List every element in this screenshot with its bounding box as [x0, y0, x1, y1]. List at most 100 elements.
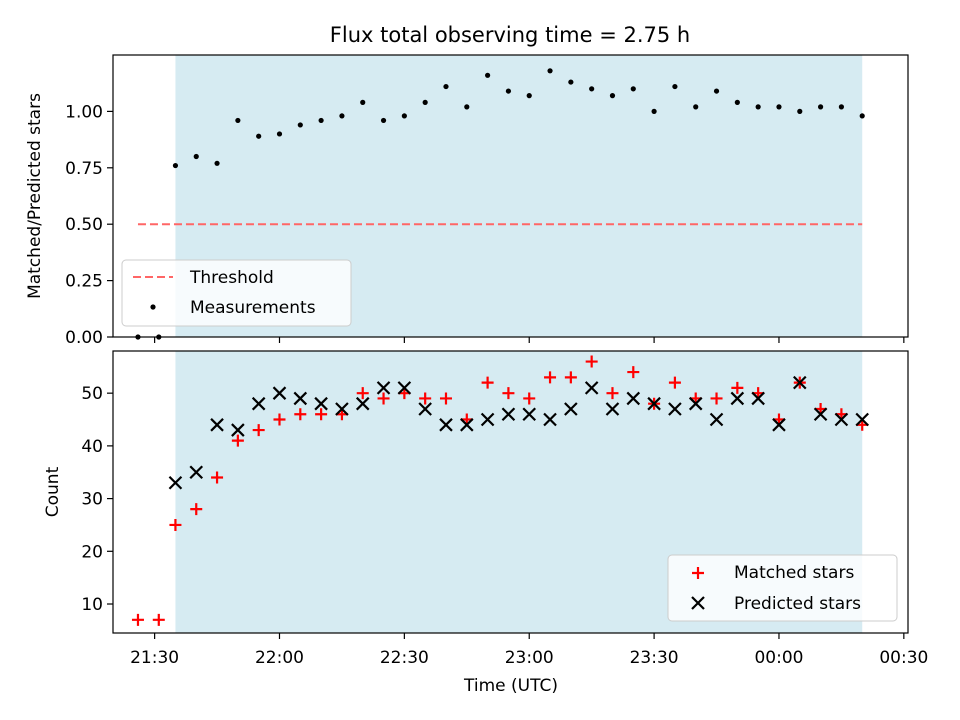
predicted-point: [709, 412, 724, 427]
matched-point: [419, 392, 432, 405]
predicted-point: [501, 407, 516, 422]
measurement-point: [859, 113, 865, 119]
matched-point: [190, 503, 203, 516]
matched-point: [294, 408, 307, 421]
matched-point: [585, 355, 598, 368]
measurement-point: [589, 86, 595, 92]
matched-point: [231, 434, 244, 447]
measurement-point: [797, 108, 803, 114]
chart-title: Flux total observing time = 2.75 h: [330, 23, 690, 47]
measurement-point: [568, 79, 574, 85]
measurement-point: [276, 131, 283, 137]
measurement-point: [256, 133, 262, 139]
predicted-point: [189, 465, 204, 480]
predicted-point: [772, 418, 786, 432]
x-tick-label: 23:30: [630, 648, 679, 668]
x-tick-label: 22:00: [255, 648, 304, 668]
legend-predicted-swatch: [691, 596, 705, 610]
measurement-point: [755, 104, 761, 110]
measurement-point: [464, 104, 470, 110]
y-tick-label: 1.00: [65, 102, 103, 122]
predicted-point: [688, 396, 703, 411]
y-tick-label: 10: [81, 595, 103, 615]
predicted-point: [272, 386, 287, 400]
measurement-point: [672, 83, 678, 90]
predicted-point: [647, 396, 661, 411]
matched-point: [439, 392, 452, 405]
measurement-point: [505, 88, 512, 94]
bottom-legend: Matched stars Predicted stars: [667, 554, 898, 622]
measurement-point: [172, 162, 179, 169]
predicted-point: [397, 381, 412, 395]
matched-point: [710, 392, 723, 405]
measurement-point: [443, 83, 449, 90]
predicted-point: [855, 412, 869, 427]
predicted-point: [564, 402, 578, 416]
measurement-point: [318, 117, 324, 124]
measurement-point: [734, 99, 740, 105]
predicted-point: [439, 418, 453, 432]
predicted-point: [460, 418, 474, 432]
matched-point: [356, 387, 369, 400]
measurement-point: [776, 104, 782, 110]
matched-point: [627, 366, 640, 379]
measurement-point: [817, 104, 824, 110]
measurement-point: [693, 104, 699, 110]
predicted-point: [793, 375, 807, 390]
matched-point: [606, 387, 619, 400]
predicted-point: [251, 396, 266, 411]
measurement-point: [838, 104, 845, 110]
predicted-point: [751, 391, 765, 406]
matched-point: [523, 392, 536, 405]
x-tick-label: 21:30: [130, 648, 179, 668]
measurement-point: [193, 153, 199, 160]
matched-point: [131, 613, 144, 626]
x-tick-label: 00:00: [754, 648, 803, 668]
predicted-point: [418, 402, 432, 416]
measurement-point: [297, 122, 303, 128]
legend-measurements-label: Measurements: [190, 298, 316, 318]
predicted-point: [834, 412, 849, 427]
measurement-point: [235, 117, 241, 124]
measurement-point: [526, 93, 532, 99]
predicted-point: [480, 412, 495, 427]
measurement-point: [339, 113, 345, 119]
matched-point: [211, 471, 224, 484]
y-tick-label: 20: [81, 542, 103, 562]
x-tick-label: 00:30: [879, 648, 928, 668]
legend-measurements-swatch: [150, 304, 156, 310]
y-tick-label: 0.25: [65, 272, 103, 292]
matched-point: [564, 371, 577, 384]
y-tick-label: 0.50: [65, 215, 103, 235]
predicted-point: [584, 381, 599, 395]
predicted-point: [314, 396, 328, 411]
measurement-point: [609, 93, 616, 99]
predicted-point: [168, 475, 183, 490]
predicted-point: [522, 407, 537, 422]
y-tick-label: 50: [81, 384, 103, 404]
measurement-point: [380, 117, 387, 124]
y-tick-label: 30: [81, 490, 103, 510]
axes-frame: [112, 54, 909, 338]
measurement-point: [360, 99, 366, 105]
measurement-point: [422, 99, 428, 105]
matched-point: [252, 424, 265, 437]
predicted-point: [231, 423, 245, 437]
measurement-point: [630, 86, 636, 92]
axes-frame: [112, 350, 909, 634]
measurement-point: [485, 72, 491, 78]
matched-point: [668, 376, 681, 389]
predicted-point: [335, 402, 349, 416]
measurement-point: [214, 160, 220, 166]
top-axes: Matched/Predicted stars 0.00 0.25 0.50 0.75…: [25, 54, 909, 348]
top-legend: Threshold Measurements: [121, 259, 352, 327]
legend-matched-swatch: [692, 567, 704, 579]
measurement-point: [401, 113, 407, 119]
predicted-point: [730, 391, 745, 406]
measurement-point: [651, 108, 657, 114]
predicted-point: [668, 402, 682, 416]
bottom-axes: Count Time (UTC) 10 20 30 40 50 21:30 22:00 22:…: [43, 350, 928, 696]
matched-point: [169, 518, 182, 531]
top-y-axis-label: Matched/Predicted stars: [25, 93, 45, 299]
